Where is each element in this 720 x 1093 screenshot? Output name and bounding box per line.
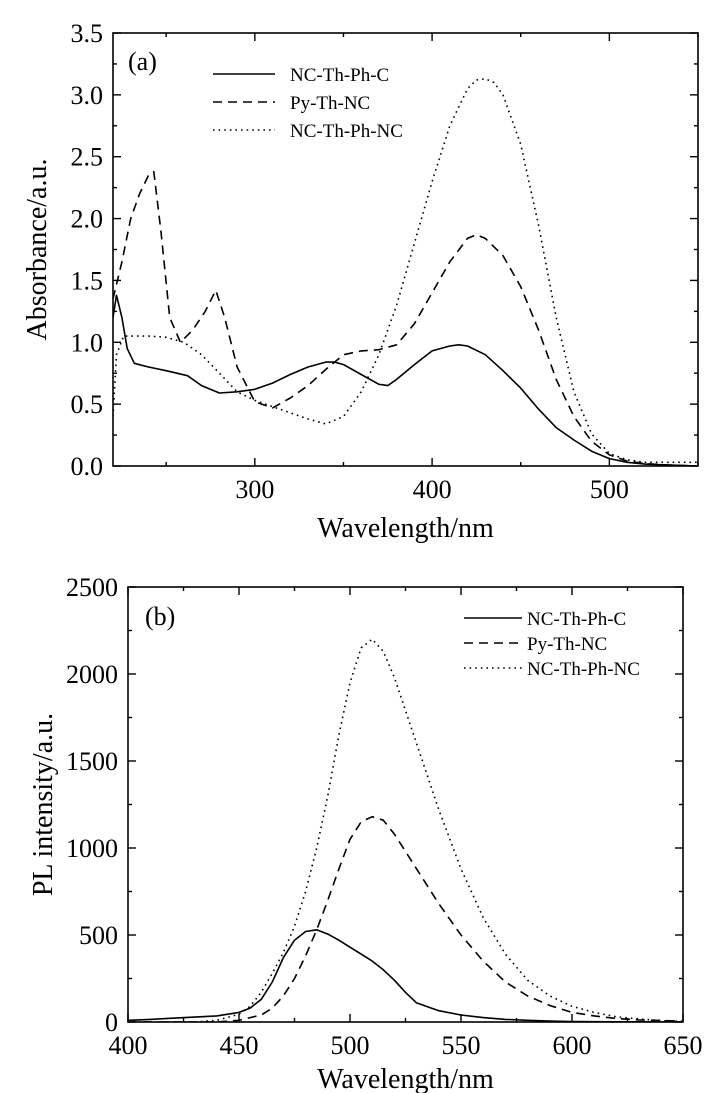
y-tick-label: 0.5 bbox=[71, 390, 104, 419]
x-tick-label: 550 bbox=[442, 1031, 481, 1060]
y-tick-label: 1500 bbox=[66, 747, 118, 776]
y-tick-label: 3.0 bbox=[71, 81, 104, 110]
panel-label: (b) bbox=[145, 602, 175, 631]
series-group bbox=[128, 638, 683, 1022]
legend: NC-Th-Ph-C Py-Th-NC NC-Th-Ph-NC bbox=[213, 65, 403, 142]
x-tick-label: 500 bbox=[590, 475, 629, 504]
y-axis-label: Absorbance/a.u. bbox=[22, 159, 53, 341]
legend-label: NC-Th-Ph-NC bbox=[527, 659, 640, 680]
y-tick-label: 2.5 bbox=[71, 143, 104, 172]
legend-label: NC-Th-Ph-NC bbox=[290, 121, 403, 142]
x-axis-label: Wavelength/nm bbox=[317, 513, 494, 544]
legend-label: Py-Th-NC bbox=[527, 634, 607, 655]
series-group bbox=[113, 78, 698, 466]
legend-label: NC-Th-Ph-C bbox=[290, 65, 389, 86]
panel-label: (a) bbox=[128, 47, 157, 76]
chart-panel-b: 400 450 500 550 600 650 0 500 1000 1500 2000 2500 Wa… bbox=[28, 573, 703, 1093]
x-tick-label: 650 bbox=[664, 1031, 703, 1060]
y-tick-label: 2000 bbox=[66, 660, 118, 689]
y-tick-label: 2.0 bbox=[71, 205, 104, 234]
x-tick-label: 500 bbox=[331, 1031, 370, 1060]
x-tick-label: 300 bbox=[235, 475, 274, 504]
y-tick-label: 3.5 bbox=[71, 19, 104, 48]
plot-frame bbox=[112, 32, 699, 467]
y-tick-label: 2500 bbox=[66, 573, 118, 602]
legend-label: Py-Th-NC bbox=[290, 93, 370, 114]
x-tick-label: 600 bbox=[553, 1031, 592, 1060]
y-tick-label: 0.0 bbox=[71, 452, 104, 481]
x-tick-label: 400 bbox=[413, 475, 452, 504]
x-tick-label: 450 bbox=[220, 1031, 259, 1060]
series-line-3 bbox=[128, 638, 683, 1022]
x-tick-label: 400 bbox=[109, 1031, 148, 1060]
y-tick-label: 1.0 bbox=[71, 328, 104, 357]
legend: NC-Th-Ph-C Py-Th-NC NC-Th-Ph-NC bbox=[464, 609, 640, 680]
series-line-2 bbox=[128, 815, 683, 1022]
y-tick-label: 1.5 bbox=[71, 266, 104, 295]
y-tick-label: 1000 bbox=[66, 834, 118, 863]
series-line-2 bbox=[113, 170, 698, 466]
series-line-3 bbox=[113, 78, 698, 464]
legend-label: NC-Th-Ph-C bbox=[527, 609, 626, 630]
series-line-1 bbox=[113, 294, 698, 466]
x-axis-label: Wavelength/nm bbox=[317, 1064, 494, 1093]
series-line-1 bbox=[128, 929, 683, 1022]
y-axis-label: PL intensity/a.u. bbox=[28, 713, 59, 896]
y-tick-label: 500 bbox=[79, 921, 118, 950]
y-tick-label: 0 bbox=[105, 1008, 118, 1037]
chart-panel-a: 300 400 500 0.0 0.5 1.0 1.5 2.0 2.5 3.0 3.5 Wavelen… bbox=[22, 19, 699, 544]
